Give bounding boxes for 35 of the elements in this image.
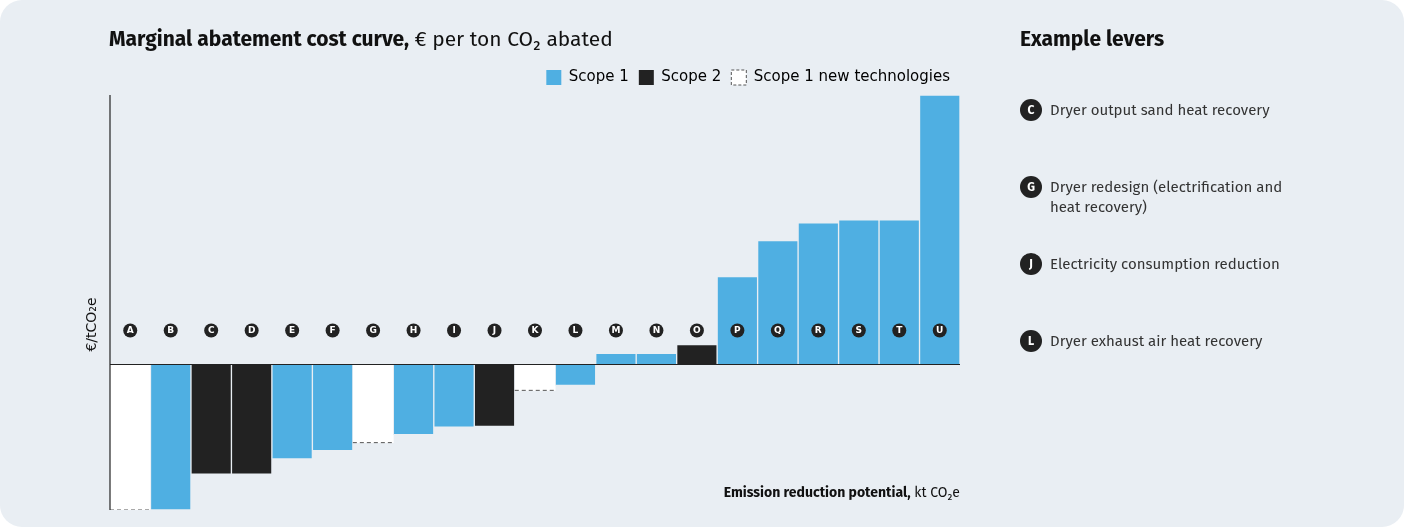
x-tick-label: O [693, 325, 702, 336]
x-tick-label: G [369, 325, 377, 336]
y-axis-title: €/tCO₂e [82, 297, 99, 352]
legend-label: Scope 1 new technologies [753, 67, 951, 86]
text: Dryer redesign (electrification and heat recovery) [1050, 177, 1284, 217]
x-tick-label: T [896, 325, 904, 336]
x-axis-title: Emission reduction potential, kt CO₂e [723, 484, 960, 501]
category-label: G [1020, 176, 1042, 198]
text: Example levers [1020, 26, 1166, 52]
x-tick-label: J [491, 325, 497, 336]
x-tick-label: F [329, 325, 336, 336]
x-tick-label: Q [774, 325, 783, 336]
x-tick-label: C [207, 325, 215, 336]
text: Dryer exhaust air heat recovery [1050, 331, 1264, 351]
x-tick-label: R [814, 325, 822, 336]
x-tick-label: B [167, 325, 175, 336]
x-tick-label: D [247, 325, 256, 336]
x-tick-label: E [289, 325, 296, 336]
legend-label: Scope 2 [661, 67, 722, 86]
text: Electricity consumption reduction [1050, 254, 1281, 274]
legend-label: Scope 1 [568, 67, 629, 86]
x-tick-label: H [409, 325, 418, 336]
x-tick-label: I [452, 325, 456, 336]
x-tick-label: L [572, 325, 579, 336]
text: Dryer output sand heat recovery [1050, 100, 1271, 120]
x-tick-label: N [652, 325, 661, 336]
x-tick-label: U [936, 325, 944, 336]
x-tick-label: M [611, 325, 621, 336]
chart-title: Marginal abatement cost curve, € per ton CO₂ abated [109, 26, 613, 52]
x-tick-label: A [126, 325, 134, 336]
x-tick-label: K [531, 325, 540, 336]
category-label: C [1020, 99, 1042, 121]
x-tick-label: P [734, 325, 742, 336]
category-label: J [1020, 253, 1042, 275]
x-tick-label: S [855, 325, 863, 336]
